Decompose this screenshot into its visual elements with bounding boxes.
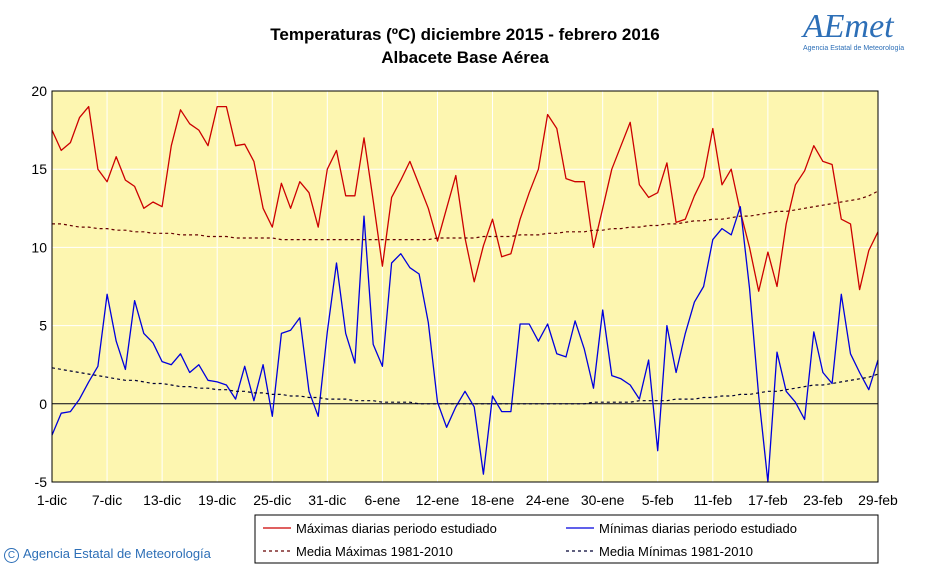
series-avg-max-1981-2010 [52,190,879,241]
y-tick-label: 5 [39,318,47,334]
y-axis-ticks: -5 0 5 10 15 20 [31,83,47,490]
legend-label-min: Mínimas diarias periodo estudiado [599,521,797,536]
x-tick-label: 29-feb [858,492,898,508]
x-tick-label: 17-feb [748,492,788,508]
copyright-icon: C [4,548,19,563]
x-tick-label: 11-feb [693,492,732,508]
series-avg-min-1981-2010 [51,367,879,405]
series-min-temperatures [51,206,879,483]
y-tick-label: 20 [31,83,47,99]
x-tick-label: 18-ene [471,492,515,508]
x-tick-label: 24-ene [526,492,570,508]
aemet-logo-text: AEmet [801,8,895,45]
legend-label-avg-max: Media Máximas 1981-2010 [296,544,453,559]
x-tick-label: 5-feb [642,492,674,508]
x-tick-label: 25-dic [253,492,291,508]
series-layer [51,105,879,483]
x-tick-label: 7-dic [92,492,122,508]
plot-frame [51,90,879,483]
y-tick-label: 10 [31,239,47,255]
x-tick-label: 23-feb [803,492,843,508]
plot-area [51,90,879,483]
vertical-gridlines [106,91,824,482]
aemet-logo-subtitle: Agencia Estatal de Meteorología [803,45,904,52]
chart-subtitle: Albacete Base Aérea [381,48,549,67]
copyright-text: Agencia Estatal de Meteorología [23,546,211,561]
x-tick-label: 13-dic [143,492,181,508]
x-tick-label: 12-ene [416,492,460,508]
x-tick-label: 1-dic [37,492,67,508]
y-tick-label: 0 [39,396,47,412]
aemet-logo: AEmet Agencia Estatal de Meteorología [801,8,904,52]
legend-box [254,514,879,564]
x-tick-label: 6-ene [364,492,400,508]
legend: Máximas diarias periodo estudiado Mínima… [254,514,879,564]
x-axis-ticks: 1-dic 7-dic 13-dic 19-dic 25-dic 31-dic 6-ene 1… [37,492,898,508]
x-tick-label: 19-dic [198,492,236,508]
copyright-notice: C Agencia Estatal de Meteorología [4,546,211,563]
x-tick-label: 30-ene [581,492,625,508]
x-tick-label: 31-dic [308,492,346,508]
legend-label-avg-min: Media Mínimas 1981-2010 [599,544,753,559]
chart-title: Temperaturas (ºC) diciembre 2015 - febre… [270,25,660,44]
legend-label-max: Máximas diarias periodo estudiado [296,521,497,536]
y-tick-label: 15 [31,161,47,177]
y-tick-label: -5 [35,474,48,490]
